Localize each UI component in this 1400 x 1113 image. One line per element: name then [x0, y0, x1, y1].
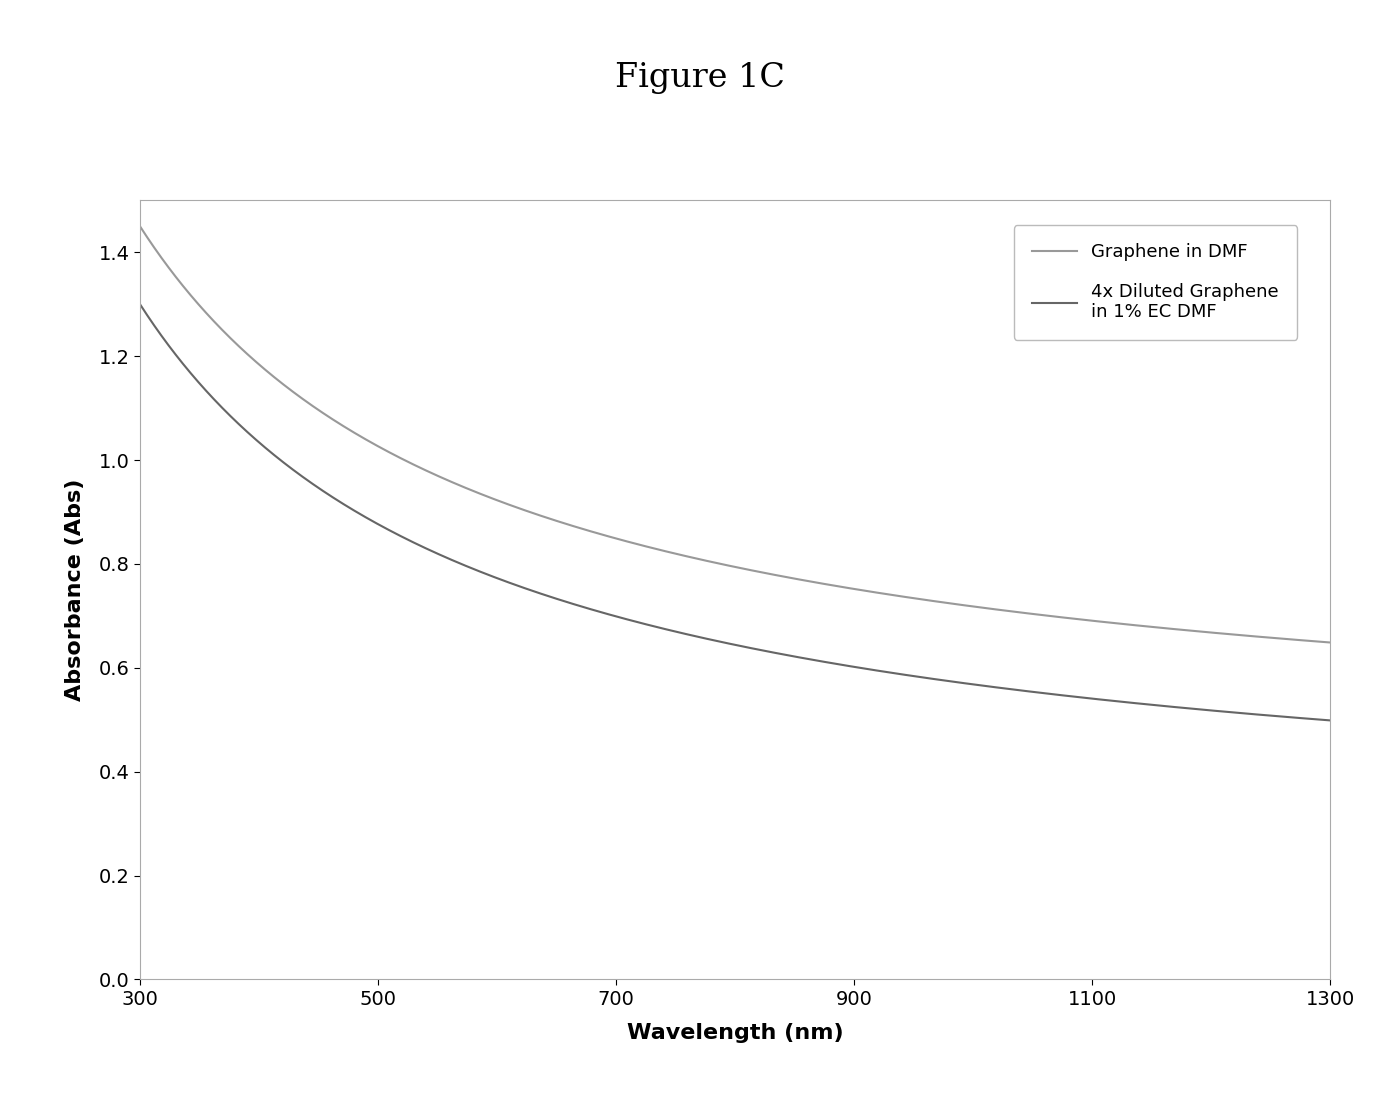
Graphene in DMF [679, 550, 696, 563]
Line: Graphene in DMF: Graphene in DMF [140, 226, 1330, 642]
Graphene in DMF [710, 556, 727, 570]
Y-axis label: Absorbance (Abs): Absorbance (Abs) [64, 479, 84, 701]
Text: Figure 1C: Figure 1C [615, 62, 785, 93]
Line: 4x Diluted Graphene
in 1% EC DMF: 4x Diluted Graphene in 1% EC DMF [140, 304, 1330, 720]
Graphene in DMF [192, 301, 209, 314]
4x Diluted Graphene
in 1% EC DMF [710, 634, 727, 648]
Graphene in DMF [1322, 636, 1338, 649]
4x Diluted Graphene
in 1% EC DMF [1068, 690, 1085, 703]
Legend: Graphene in DMF, 4x Diluted Graphene
in 1% EC DMF: Graphene in DMF, 4x Diluted Graphene in … [1014, 225, 1298, 339]
4x Diluted Graphene
in 1% EC DMF [192, 378, 209, 392]
Graphene in DMF [1068, 612, 1085, 626]
Graphene in DMF [132, 219, 148, 233]
Graphene in DMF [1287, 633, 1303, 647]
4x Diluted Graphene
in 1% EC DMF [1287, 711, 1303, 725]
X-axis label: Wavelength (nm): Wavelength (nm) [627, 1023, 843, 1043]
4x Diluted Graphene
in 1% EC DMF [1287, 711, 1303, 725]
4x Diluted Graphene
in 1% EC DMF [679, 628, 696, 641]
4x Diluted Graphene
in 1% EC DMF [132, 297, 148, 311]
4x Diluted Graphene
in 1% EC DMF [1322, 713, 1338, 727]
Graphene in DMF [1287, 633, 1303, 647]
